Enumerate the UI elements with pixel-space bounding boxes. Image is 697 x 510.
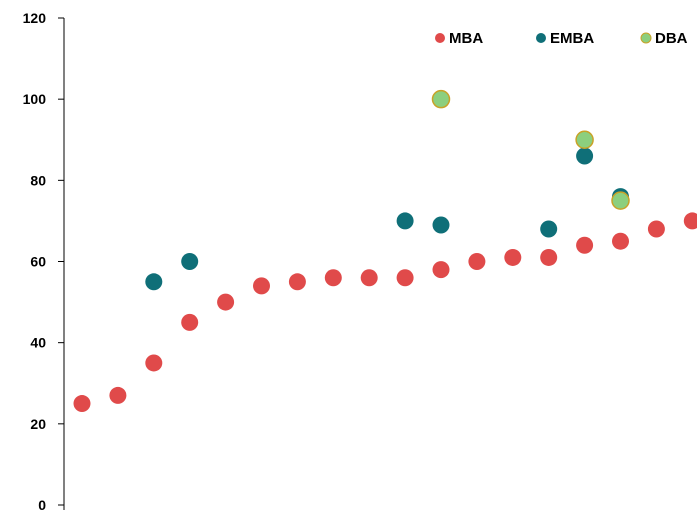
y-tick-label: 120 <box>23 10 47 26</box>
mba-point <box>540 249 557 266</box>
y-tick-label: 60 <box>30 254 46 270</box>
mba-point <box>145 354 162 371</box>
legend-label-emba: EMBA <box>550 30 594 47</box>
mba-point <box>181 314 198 331</box>
emba-point <box>397 212 414 229</box>
legend-label-mba: MBA <box>449 30 483 47</box>
mba-point <box>684 212 697 229</box>
legend-marker-emba <box>536 33 546 43</box>
y-tick-label: 20 <box>30 416 46 432</box>
y-tick-label: 40 <box>30 335 46 351</box>
legend: MBA EMBA DBA <box>435 30 688 47</box>
y-tick-label: 100 <box>23 91 47 107</box>
mba-point <box>576 237 593 254</box>
emba-point <box>181 253 198 270</box>
y-tick-label: 0 <box>38 497 46 510</box>
mba-point <box>361 269 378 286</box>
mba-point <box>253 277 270 294</box>
mba-point <box>612 233 629 250</box>
legend-label-dba: DBA <box>655 30 688 47</box>
legend-marker-dba <box>641 33 651 43</box>
mba-point <box>109 387 126 404</box>
dba-point <box>433 91 450 108</box>
mba-point <box>217 294 234 311</box>
mba-point <box>397 269 414 286</box>
axis-layer: 0 20 40 60 80 100 120 <box>23 10 64 510</box>
dba-point <box>576 131 593 148</box>
emba-point <box>145 273 162 290</box>
mba-point <box>289 273 306 290</box>
dba-point <box>612 192 629 209</box>
emba-point <box>433 216 450 233</box>
points-layer <box>74 91 697 412</box>
y-tick-label: 80 <box>30 172 46 188</box>
mba-point <box>468 253 485 270</box>
mba-point <box>74 395 91 412</box>
emba-point <box>576 147 593 164</box>
emba-point <box>540 221 557 238</box>
legend-marker-mba <box>435 33 445 43</box>
mba-point <box>325 269 342 286</box>
mba-point <box>433 261 450 278</box>
mba-point <box>504 249 521 266</box>
mba-point <box>648 221 665 238</box>
